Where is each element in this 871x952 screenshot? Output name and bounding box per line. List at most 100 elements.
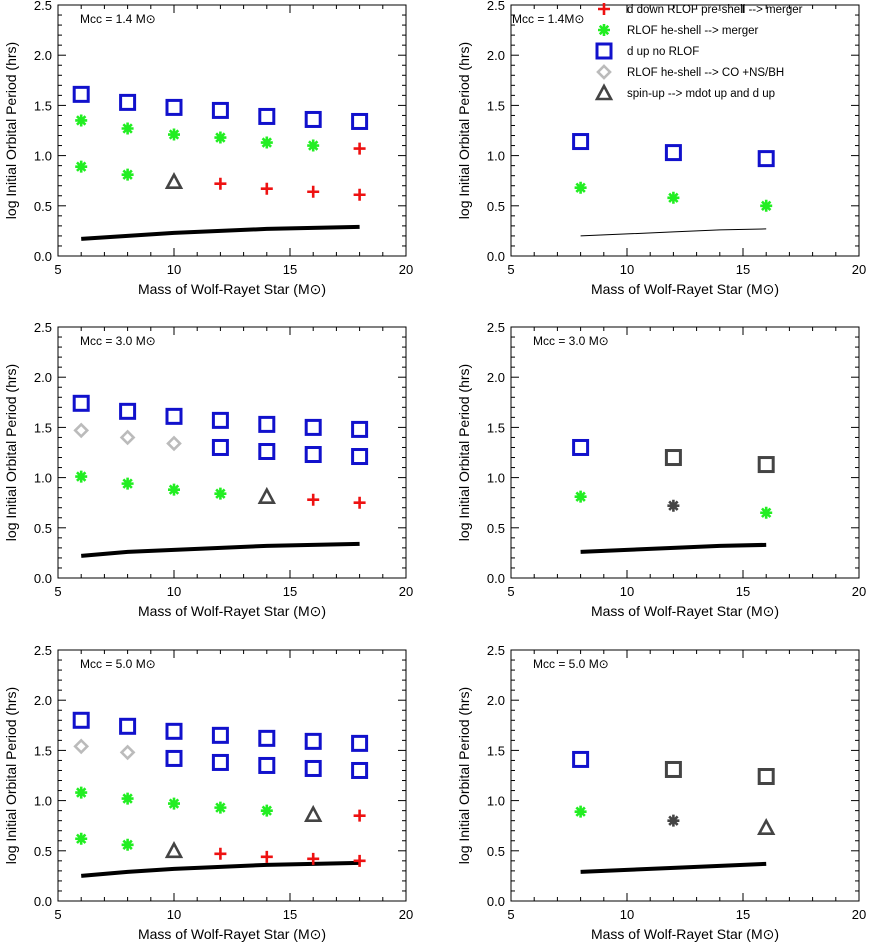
y-tick-label: 1.5 <box>34 420 52 435</box>
x-axis-title: Mass of Wolf-Rayet Star (M⊙) <box>138 926 326 942</box>
y-axis-title: log Initial Orbital Period (hrs) <box>456 364 472 541</box>
legend-marker-plus <box>598 3 610 15</box>
data-point-asterisk <box>574 805 587 818</box>
plot-frame <box>510 649 860 902</box>
data-point-square <box>72 394 90 412</box>
data-point-plus <box>214 847 227 860</box>
x-tick-label: 5 <box>54 907 61 922</box>
data-point-square <box>304 446 322 464</box>
data-point-asterisk <box>307 139 320 152</box>
y-tick-label: 1.5 <box>34 743 52 758</box>
x-tick-label: 10 <box>620 262 634 277</box>
data-point-plus <box>260 850 273 863</box>
x-tick-label: 10 <box>167 262 181 277</box>
legend-marker-asterisk <box>598 24 610 36</box>
legend-label: RLOF he-shell --> merger <box>627 25 758 37</box>
x-tick-label: 20 <box>399 584 413 599</box>
data-point-triangle <box>164 171 184 190</box>
x-tick-label: 15 <box>736 584 750 599</box>
y-tick-label: 2.5 <box>487 0 505 13</box>
boundary-curve <box>580 861 767 874</box>
panel-6: 5 10 15 20 0.0 0.5 1.0 1.5 2.0 2.5 Mass of Wolf-Ra… <box>456 643 866 942</box>
y-tick-label: 1.0 <box>34 794 52 809</box>
y-tick-label: 2.5 <box>487 643 505 658</box>
boundary-curve <box>81 860 360 878</box>
data-point-square <box>304 732 322 750</box>
data-point-asterisk <box>75 114 88 127</box>
data-point-asterisk <box>121 792 134 805</box>
data-point-plus <box>307 493 320 506</box>
x-tick-label: 5 <box>507 907 514 922</box>
x-tick-label: 15 <box>736 907 750 922</box>
y-tick-label: 1.0 <box>487 794 505 809</box>
data-point-triangle <box>164 841 184 859</box>
y-tick-label: 2.5 <box>34 643 52 658</box>
x-axis-title: Mass of Wolf-Rayet Star (M⊙) <box>591 603 779 619</box>
x-tick-label: 20 <box>399 262 413 277</box>
data-point-square <box>572 133 590 151</box>
legend-marker-triangle <box>594 83 614 101</box>
data-point-asterisk <box>168 128 180 141</box>
data-point-square <box>664 449 682 467</box>
data-point-plus <box>353 188 366 201</box>
x-tick-label: 15 <box>283 262 297 277</box>
y-tick-label: 0.5 <box>34 521 52 536</box>
panel-3: 5 10 15 20 0.0 0.5 1.0 1.5 2.0 2.5 Mass of Wolf-Ra… <box>3 320 413 619</box>
data-point-asterisk <box>260 136 273 149</box>
y-tick-label: 2.0 <box>487 693 505 708</box>
legend-label: spin-up --> mdot up and d up <box>627 88 775 100</box>
data-point-square <box>258 729 276 747</box>
mcc-annotation: Mcc = 5.0 M⊙ <box>533 657 609 671</box>
data-point-asterisk <box>168 483 180 496</box>
panel-5: 5 10 15 20 0.0 0.5 1.0 1.5 2.0 2.5 Mass of Wolf-Ra… <box>3 643 413 942</box>
y-tick-label: 1.5 <box>34 98 52 113</box>
x-axis-title: Mass of Wolf-Rayet Star (M⊙) <box>138 603 326 619</box>
data-point-square <box>165 722 183 740</box>
data-point-plus <box>353 142 366 155</box>
data-point-asterisk <box>574 181 587 194</box>
y-tick-label: 0.5 <box>487 199 505 214</box>
boundary-curve <box>580 228 767 237</box>
y-tick-label: 0.0 <box>487 249 505 264</box>
data-point-square <box>572 750 590 768</box>
y-tick-label: 2.5 <box>34 0 52 13</box>
legend-marker-diamond <box>596 64 612 80</box>
data-point-asterisk <box>75 786 88 799</box>
data-point-plus <box>307 852 320 865</box>
x-tick-label: 10 <box>620 907 634 922</box>
data-point-square <box>572 438 590 456</box>
data-point-square <box>757 456 775 474</box>
mcc-annotation: Mcc = 3.0 M⊙ <box>80 334 156 348</box>
x-tick-label: 10 <box>167 907 181 922</box>
data-point-diamond <box>73 422 90 439</box>
panel-1: 5 10 15 20 0.0 0.5 1.0 1.5 2.0 2.5 Mass of Wolf-Ra… <box>3 0 413 297</box>
data-point-diamond <box>119 744 136 761</box>
y-axis-title: log Initial Orbital Period (hrs) <box>456 687 472 864</box>
y-tick-label: 1.5 <box>487 98 505 113</box>
x-axis-title: Mass of Wolf-Rayet Star (M⊙) <box>591 281 779 297</box>
data-point-square <box>211 753 229 771</box>
data-point-asterisk <box>760 199 773 212</box>
y-tick-label: 2.0 <box>34 370 52 385</box>
y-axis-title: log Initial Orbital Period (hrs) <box>3 687 19 864</box>
y-tick-label: 0.5 <box>487 521 505 536</box>
y-tick-label: 0.0 <box>487 894 505 909</box>
x-axis-title: Mass of Wolf-Rayet Star (M⊙) <box>591 926 779 942</box>
data-point-diamond <box>166 435 182 452</box>
x-tick-label: 20 <box>399 907 413 922</box>
x-tick-label: 20 <box>852 584 866 599</box>
y-tick-label: 2.0 <box>34 48 52 63</box>
boundary-curve <box>81 541 360 558</box>
data-point-asterisk <box>667 191 680 204</box>
x-tick-label: 5 <box>54 584 61 599</box>
data-point-plus <box>353 809 366 822</box>
plot-frame <box>57 326 407 579</box>
plot-frame <box>57 649 407 902</box>
y-tick-label: 1.5 <box>487 420 505 435</box>
data-point-square <box>664 144 682 162</box>
boundary-curve <box>81 224 360 241</box>
data-point-square <box>351 761 369 779</box>
panel-2: 5 10 15 20 0.0 0.5 1.0 1.5 2.0 2.5 Mass of Wolf-Ra… <box>456 0 866 297</box>
y-tick-label: 0.0 <box>34 571 52 586</box>
